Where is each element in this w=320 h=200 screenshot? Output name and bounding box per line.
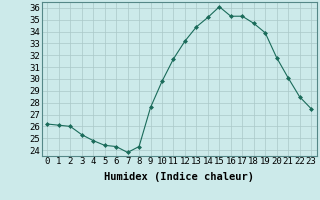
X-axis label: Humidex (Indice chaleur): Humidex (Indice chaleur): [104, 172, 254, 182]
